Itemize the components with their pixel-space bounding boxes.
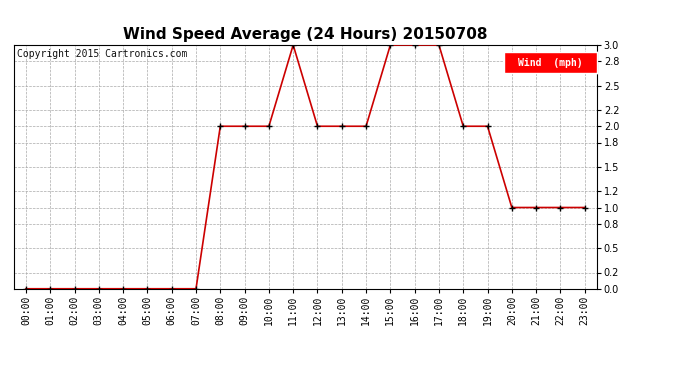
Title: Wind Speed Average (24 Hours) 20150708: Wind Speed Average (24 Hours) 20150708	[123, 27, 488, 42]
Text: Wind  (mph): Wind (mph)	[518, 58, 582, 68]
Text: Copyright 2015 Cartronics.com: Copyright 2015 Cartronics.com	[17, 49, 188, 59]
